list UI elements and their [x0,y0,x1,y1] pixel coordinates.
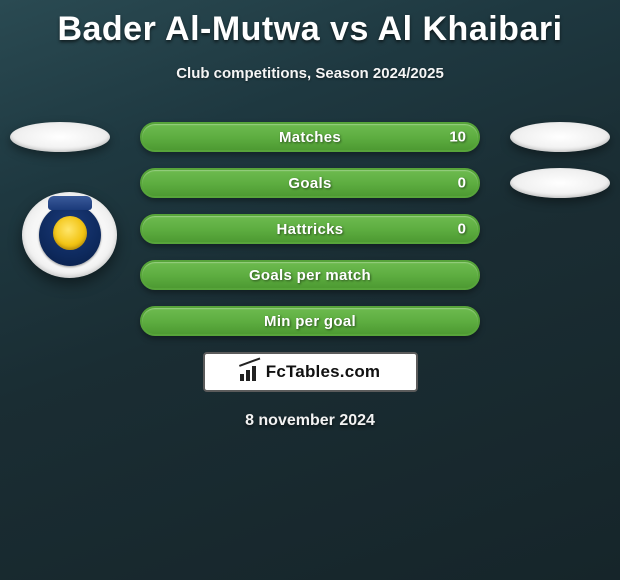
player-left-photo-placeholder [10,122,110,152]
stat-label: Hattricks [277,221,344,238]
stat-row-hattricks: Hattricks 0 [140,214,480,244]
stat-row-goals: Goals 0 [140,168,480,198]
stat-label: Matches [279,129,341,146]
page-title: Bader Al-Mutwa vs Al Khaibari [0,0,620,49]
player-right-photo-placeholder [510,122,610,152]
barchart-icon [240,363,262,381]
stat-label: Goals per match [249,267,371,284]
snapshot-date: 8 november 2024 [10,412,610,430]
stat-label: Goals [288,175,331,192]
site-label: FcTables.com [266,362,381,382]
stat-row-min-per-goal: Min per goal [140,306,480,336]
stat-bars: Matches 10 Goals 0 Hattricks 0 Goals per… [140,122,480,336]
stat-value-right: 0 [458,221,466,238]
player-left-club-badge [22,192,117,278]
stat-value-right: 0 [458,175,466,192]
stat-value-right: 10 [449,129,466,146]
stat-label: Min per goal [264,313,356,330]
site-badge-link[interactable]: FcTables.com [203,352,418,392]
player-right-club-placeholder [510,168,610,198]
page-subtitle: Club competitions, Season 2024/2025 [0,65,620,82]
stat-row-matches: Matches 10 [140,122,480,152]
club-crest-icon [39,204,101,266]
stats-area: Matches 10 Goals 0 Hattricks 0 Goals per… [0,122,620,430]
stat-row-goals-per-match: Goals per match [140,260,480,290]
